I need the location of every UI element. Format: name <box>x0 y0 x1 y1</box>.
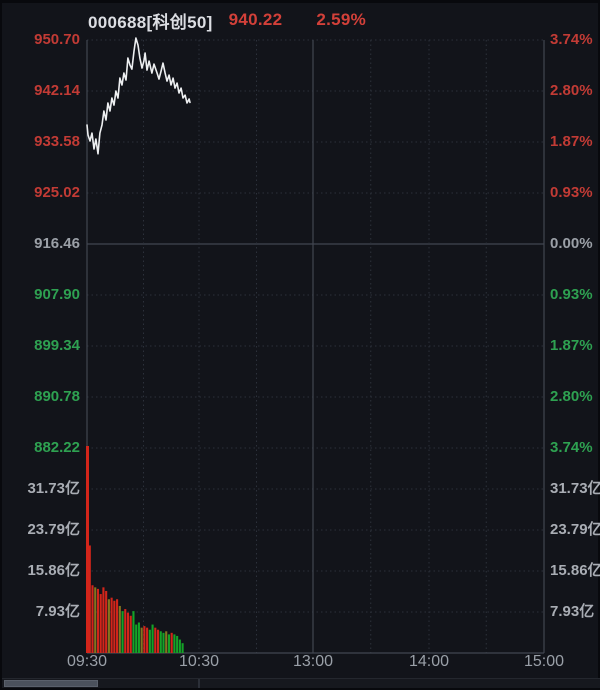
change-percent: 2.59% <box>316 10 367 29</box>
volume-bar <box>107 599 110 653</box>
volume-bar <box>91 585 94 653</box>
volume-bar <box>154 627 157 653</box>
volume-bar <box>173 634 176 653</box>
volume-bar <box>99 594 102 653</box>
volume-bar <box>126 612 130 653</box>
volume-bar <box>129 615 132 653</box>
volume-bar <box>176 635 179 653</box>
volume-bar <box>102 587 105 653</box>
volume-bar <box>124 609 127 653</box>
volume-bar <box>148 629 151 653</box>
volume-bar <box>121 611 124 653</box>
symbol-code: 000688[科创50] <box>88 12 213 32</box>
volume-bar <box>94 587 97 653</box>
scrollbar-divider <box>198 679 200 688</box>
volume-bar <box>170 632 173 653</box>
volume-bar <box>159 631 162 653</box>
volume-bar <box>118 605 121 653</box>
volume-bar <box>181 643 184 653</box>
price-line <box>86 37 191 155</box>
volume-bar <box>167 634 170 653</box>
volume-bar <box>113 600 116 653</box>
volume-bar <box>116 599 119 653</box>
volume-bar <box>96 588 100 653</box>
volume-bar <box>86 446 89 653</box>
volume-bars <box>86 446 184 653</box>
time-axis-label: 14:00 <box>408 653 450 670</box>
volume-bar <box>88 545 91 653</box>
time-axis-label: 15:00 <box>523 653 565 670</box>
time-axis-label: 13:00 <box>292 653 334 670</box>
volume-bar <box>132 611 135 653</box>
volume-bar <box>151 624 154 653</box>
volume-bar <box>165 631 168 653</box>
time-axis-label: 10:30 <box>178 653 220 670</box>
volume-bar <box>110 597 113 653</box>
volume-bar <box>162 632 165 653</box>
intraday-chart[interactable] <box>2 3 600 690</box>
volume-bar <box>156 629 160 653</box>
volume-bar <box>146 627 149 653</box>
volume-bar <box>135 624 138 653</box>
chart-panel: 000688[科创50] 940.22 2.59% 950.70 942.14 93… <box>2 3 600 690</box>
volume-bar <box>143 626 146 653</box>
time-axis-label: 09:30 <box>66 653 108 670</box>
volume-bar <box>137 622 140 653</box>
scrollbar-thumb[interactable] <box>4 680 98 687</box>
volume-bar <box>140 627 143 653</box>
volume-bar <box>105 590 108 653</box>
last-price: 940.22 <box>228 10 283 29</box>
volume-bar <box>178 639 181 653</box>
chart-header: 000688[科创50] 940.22 2.59% <box>88 8 366 32</box>
